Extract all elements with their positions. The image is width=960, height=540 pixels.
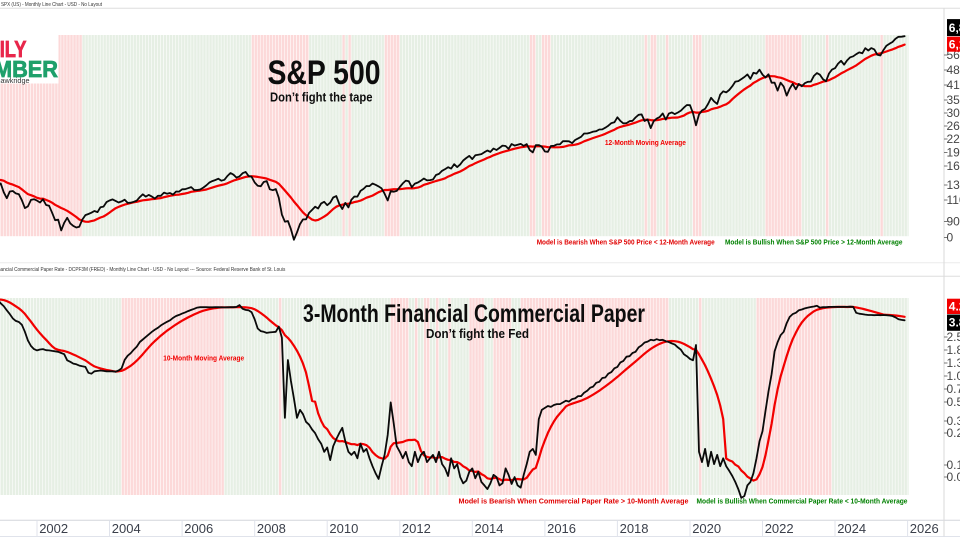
svg-text:2.5: 2.5: [947, 330, 960, 344]
svg-text:Don’t fight the tape: Don’t fight the tape: [270, 90, 373, 105]
svg-text:2008: 2008: [257, 521, 286, 536]
svg-text:2006: 2006: [184, 521, 213, 536]
svg-text:MBER: MBER: [0, 56, 58, 82]
svg-text:2018: 2018: [620, 521, 649, 536]
svg-text:0.7: 0.7: [947, 382, 960, 396]
svg-text:Model is Bearish When S&P 500: Model is Bearish When S&P 500 Price < 12…: [537, 237, 715, 246]
svg-text:AILY: AILY: [0, 36, 27, 62]
svg-text:2020: 2020: [692, 521, 721, 536]
svg-text:0.5: 0.5: [947, 395, 960, 409]
svg-text:2014: 2014: [475, 521, 504, 536]
svg-text:2026: 2026: [910, 521, 939, 536]
svg-text:S&P 500: S&P 500: [268, 54, 381, 92]
svg-text:2010: 2010: [329, 521, 358, 536]
svg-text:Model is Bearish When Commerci: Model is Bearish When Commercial Paper R…: [459, 496, 689, 505]
svg-text:1.8: 1.8: [947, 343, 960, 357]
svg-text:2600: 2600: [947, 119, 960, 133]
svg-text:4800: 4800: [947, 63, 960, 77]
svg-text:12-Month Moving Average: 12-Month Moving Average: [605, 138, 686, 147]
svg-text:1300: 1300: [947, 178, 960, 192]
svg-text:3-Month Financial Commercial P: 3-Month Financial Commercial Paper: [303, 300, 645, 328]
svg-text:Don’t fight the Fed: Don’t fight the Fed: [426, 326, 529, 341]
svg-text:2004: 2004: [112, 521, 141, 536]
svg-text:2012: 2012: [402, 521, 431, 536]
svg-text:1600: 1600: [947, 159, 960, 173]
svg-text:Model is Bullish When S&P 500: Model is Bullish When S&P 500 Price > 12…: [725, 237, 903, 246]
svg-text:0.3: 0.3: [947, 414, 960, 428]
svg-text:4.24: 4.24: [949, 299, 960, 313]
svg-text:3.80: 3.80: [949, 316, 960, 330]
svg-text:900: 900: [947, 215, 960, 229]
svg-text:6,840: 6,840: [949, 21, 960, 35]
svg-text:1100: 1100: [947, 193, 960, 207]
svg-text:3000: 3000: [947, 106, 960, 120]
svg-text:SPX (US) - Monthly Line Chart: SPX (US) - Monthly Line Chart - USD - No…: [1, 2, 102, 8]
svg-text:0: 0: [947, 231, 954, 245]
svg-text:0.1: 0.1: [947, 458, 960, 472]
svg-text:0.2: 0.2: [947, 426, 960, 440]
svg-text:2024: 2024: [837, 521, 866, 536]
svg-text:Model is Bullish When Commerci: Model is Bullish When Commercial Paper R…: [697, 496, 908, 505]
svg-text:10-Month Moving Average: 10-Month Moving Average: [163, 353, 244, 362]
svg-text:3-Month Financial Commercial P: 3-Month Financial Commercial Paper Rate …: [0, 267, 286, 273]
svg-text:4100: 4100: [947, 78, 960, 92]
svg-text:3500: 3500: [947, 93, 960, 107]
svg-text:1.3: 1.3: [947, 356, 960, 370]
svg-text:2016: 2016: [547, 521, 576, 536]
svg-text:6,128: 6,128: [949, 37, 960, 51]
svg-text:0.08: 0.08: [947, 470, 960, 484]
svg-text:2022: 2022: [765, 521, 794, 536]
svg-text:1.0: 1.0: [947, 369, 960, 383]
svg-text:hawkridge: hawkridge: [0, 76, 30, 85]
svg-text:2002: 2002: [39, 521, 68, 536]
